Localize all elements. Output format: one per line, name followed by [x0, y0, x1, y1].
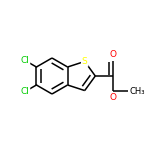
Text: O: O — [110, 93, 117, 102]
Text: CH₃: CH₃ — [130, 87, 145, 96]
Text: Cl: Cl — [21, 56, 29, 65]
Text: S: S — [82, 57, 88, 66]
Text: Cl: Cl — [21, 87, 29, 96]
Text: O: O — [110, 50, 117, 59]
